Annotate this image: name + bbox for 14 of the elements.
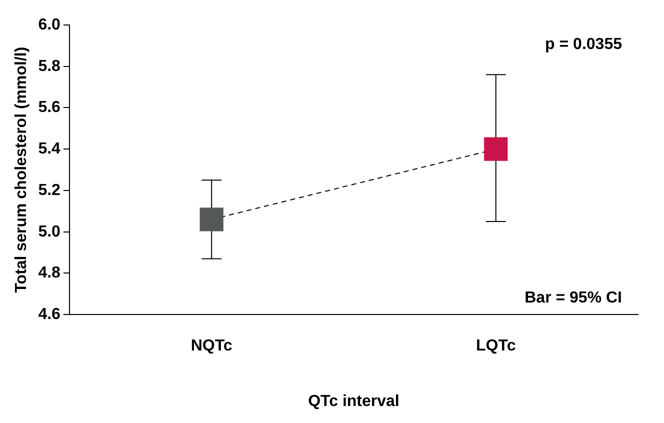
x-tick-label: LQTc [476,338,516,355]
x-tick-label: NQTc [190,338,232,355]
y-tick-label: 5.2 [38,182,61,199]
y-tick-label: 5.4 [38,140,61,158]
y-tick-label: 5.8 [38,58,61,75]
y-tick-label: 5.0 [38,223,61,240]
y-tick-label: 5.6 [38,99,61,116]
y-tick-label: 4.6 [38,306,61,324]
x-axis-title: QTc interval [308,392,400,410]
annotation: Bar = 95% CI [524,290,622,307]
y-axis-title: Total serum cholesterol (mmol/l) [13,46,30,293]
y-tick-label: 4.8 [38,264,61,282]
y-tick-label: 6.0 [38,16,61,34]
annotation: p = 0.0355 [545,36,622,53]
